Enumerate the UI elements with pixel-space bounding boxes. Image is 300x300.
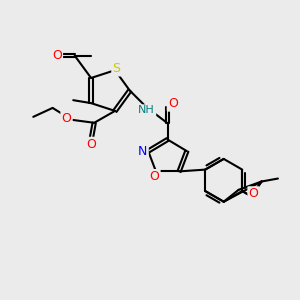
Text: O: O [52, 49, 62, 62]
Text: O: O [168, 98, 178, 110]
Text: O: O [86, 138, 96, 151]
Text: O: O [249, 188, 259, 200]
Text: O: O [149, 170, 159, 183]
Text: O: O [61, 112, 71, 125]
Text: NH: NH [138, 106, 155, 116]
Text: S: S [112, 62, 121, 75]
Text: N: N [138, 145, 148, 158]
